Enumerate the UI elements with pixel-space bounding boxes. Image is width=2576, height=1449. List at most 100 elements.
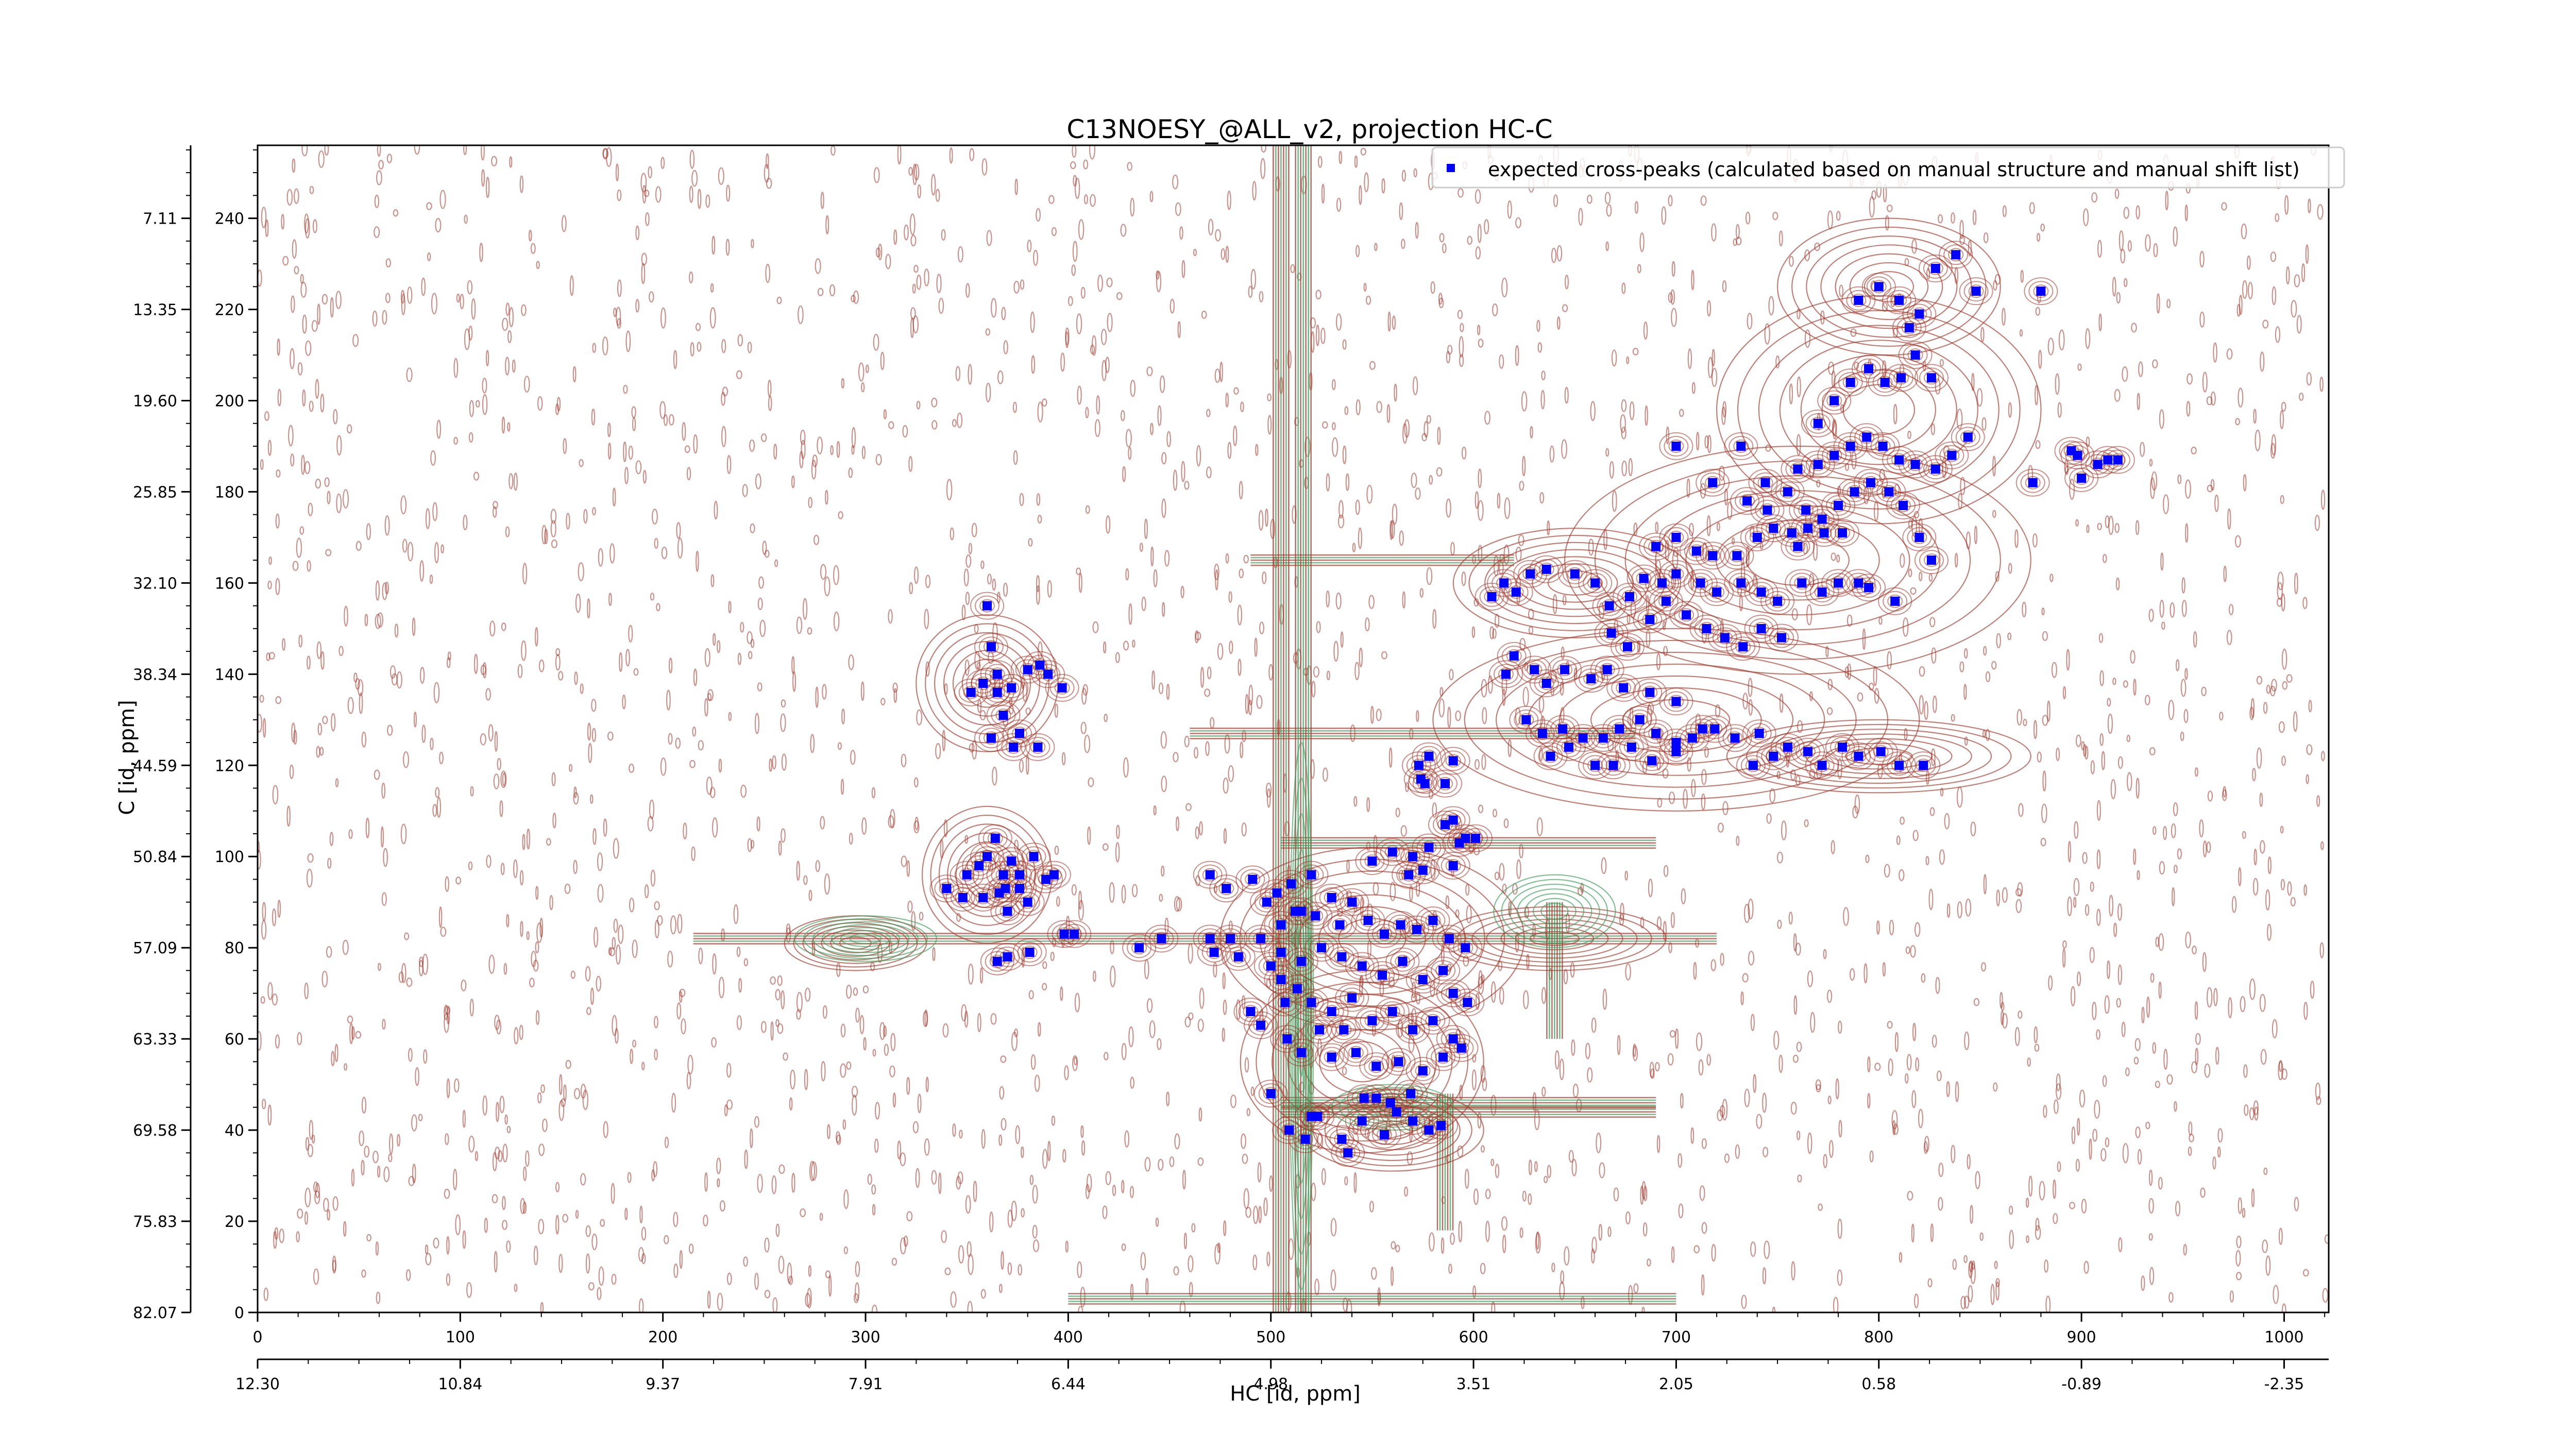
x-tick-label: 100 — [446, 1328, 475, 1346]
noise-contour — [1188, 1255, 1194, 1273]
noise-contour — [2251, 1188, 2255, 1207]
peak-point — [1850, 487, 1859, 497]
noise-contour — [2036, 233, 2041, 242]
noise-contour — [1750, 1014, 1755, 1031]
peak-point — [1226, 934, 1235, 943]
noise-contour — [748, 651, 753, 660]
peak-contour — [990, 897, 1025, 925]
ppm-y-tick-label: 19.60 — [133, 392, 177, 410]
noise-contour — [664, 1235, 669, 1244]
noise-contour — [1837, 1269, 1843, 1286]
noise-contour — [1993, 1082, 1998, 1092]
peak-point — [1276, 975, 1286, 985]
noise-contour — [1992, 510, 1996, 518]
noise-contour — [1536, 817, 1543, 836]
peak-point — [1337, 952, 1347, 962]
peak-contour — [1722, 728, 1748, 749]
noise-contour — [325, 549, 332, 557]
noise-contour — [536, 922, 543, 943]
noise-contour — [435, 787, 440, 798]
peak-point — [1266, 961, 1276, 971]
noise-contour — [2074, 821, 2079, 839]
peak-contour — [1668, 567, 1684, 581]
noise-contour — [992, 578, 996, 591]
peak-point — [1586, 674, 1596, 684]
noise-contour — [952, 1123, 956, 1137]
noise-contour — [538, 1219, 545, 1235]
noise-contour — [263, 1287, 269, 1301]
noise-contour — [2144, 695, 2150, 705]
noise-contour — [1013, 450, 1018, 465]
noise-contour — [1335, 313, 1342, 331]
noise-contour — [1744, 1088, 1750, 1107]
noise-contour — [1668, 942, 1672, 953]
noise-contour — [1628, 458, 1633, 477]
noise-contour — [2077, 363, 2082, 371]
noise-contour — [1979, 1232, 1984, 1241]
peak-point — [1793, 542, 1803, 551]
noise-contour — [544, 528, 548, 545]
noise-contour — [502, 317, 509, 331]
noise-contour — [1326, 590, 1330, 608]
noise-contour — [1355, 499, 1360, 515]
noise-contour — [654, 537, 658, 549]
noise-contour — [1696, 1032, 1703, 1051]
noise-contour — [1980, 327, 1985, 342]
noise-contour — [1519, 1227, 1523, 1238]
noise-contour — [1263, 1197, 1268, 1217]
noise-contour — [1015, 1125, 1021, 1144]
noise-contour — [938, 297, 944, 314]
noise-contour — [1519, 481, 1524, 491]
peak-point — [1864, 583, 1874, 593]
noise-contour — [2097, 240, 2103, 258]
noise-contour — [1964, 648, 1968, 659]
peak-point — [1134, 943, 1144, 953]
contour-ring — [1457, 910, 1652, 967]
noise-contour — [1081, 1140, 1086, 1156]
noise-contour — [286, 805, 291, 827]
noise-contour — [1331, 379, 1336, 391]
ppm-x-tick-label: 4.98 — [1253, 1375, 1288, 1393]
noise-contour — [1562, 304, 1568, 312]
noise-contour — [800, 429, 806, 445]
peak-point — [1829, 396, 1839, 406]
noise-contour — [1951, 1144, 1956, 1164]
peak-point — [1914, 532, 1924, 542]
peak-contour — [1833, 432, 1868, 460]
noise-contour — [1359, 647, 1363, 668]
noise-contour — [286, 189, 293, 206]
peak-contour — [1886, 492, 1920, 519]
noise-contour — [1181, 461, 1185, 482]
noise-contour — [2096, 1029, 2100, 1040]
noise-contour — [1123, 641, 1129, 651]
noise-contour — [1392, 315, 1396, 330]
noise-contour — [377, 145, 381, 157]
peak-contour — [1303, 996, 1319, 1009]
peak-contour — [1597, 595, 1622, 616]
noise-contour — [493, 773, 500, 789]
noise-contour — [1919, 666, 1925, 677]
noise-contour — [1077, 385, 1082, 405]
noise-contour — [2027, 1057, 2031, 1067]
peak-contour — [1727, 731, 1743, 745]
noise-contour — [1940, 787, 1944, 797]
noise-contour — [796, 861, 800, 881]
peak-contour — [1644, 754, 1660, 768]
noise-contour — [1259, 621, 1265, 634]
peak-contour — [1354, 959, 1370, 973]
noise-contour — [1484, 219, 1489, 234]
noise-contour — [2100, 1148, 2107, 1161]
noise-contour — [654, 901, 660, 911]
noise-contour — [2075, 1158, 2080, 1172]
peak-point — [2093, 460, 2103, 469]
peak-point — [1286, 879, 1296, 889]
peak-point — [1963, 432, 1973, 442]
noise-contour — [455, 877, 462, 885]
noise-contour — [364, 1145, 370, 1158]
noise-contour — [1360, 147, 1366, 156]
peak-contour — [1416, 837, 1442, 858]
noise-contour — [2114, 189, 2120, 199]
noise-contour — [484, 1218, 488, 1233]
peak-contour — [1348, 1046, 1364, 1059]
noise-contour — [1432, 609, 1437, 629]
